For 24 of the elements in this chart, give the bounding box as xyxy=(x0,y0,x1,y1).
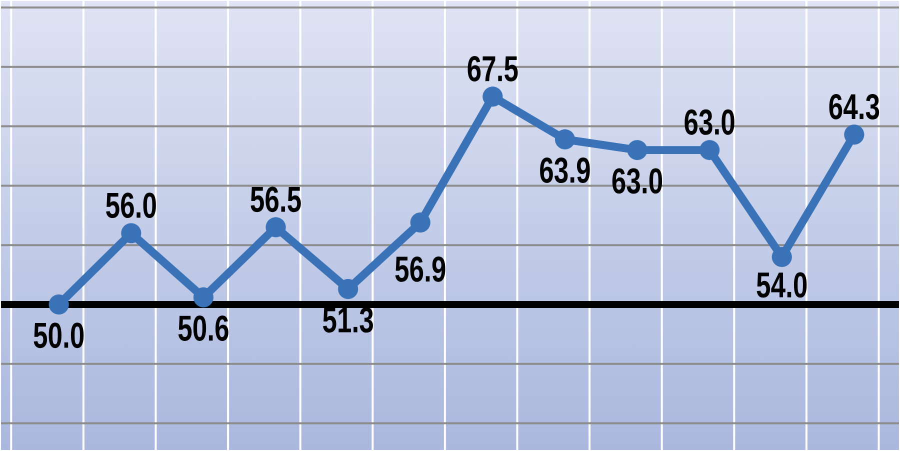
data-label: 64.3 xyxy=(829,94,880,120)
data-label: 54.0 xyxy=(756,272,807,298)
point xyxy=(844,124,864,145)
point xyxy=(193,287,214,308)
data-label: 50.0 xyxy=(34,322,84,348)
point xyxy=(772,246,792,267)
point xyxy=(48,294,69,315)
data-label: 56.5 xyxy=(250,186,301,212)
data-label: 63.0 xyxy=(684,109,734,135)
point xyxy=(700,140,720,160)
data-label: 51.3 xyxy=(323,307,373,333)
point xyxy=(266,217,286,238)
point xyxy=(410,212,430,233)
data-label: 50.6 xyxy=(178,316,228,341)
point xyxy=(482,86,503,107)
data-label: 63.9 xyxy=(540,158,590,184)
data-label: 56.0 xyxy=(106,192,156,218)
data-label: 63.0 xyxy=(612,168,662,194)
data-label: 56.9 xyxy=(395,256,446,282)
point xyxy=(627,140,648,160)
data-label: 67.5 xyxy=(468,56,518,82)
point xyxy=(338,279,358,300)
point xyxy=(554,129,575,150)
point xyxy=(121,223,142,244)
